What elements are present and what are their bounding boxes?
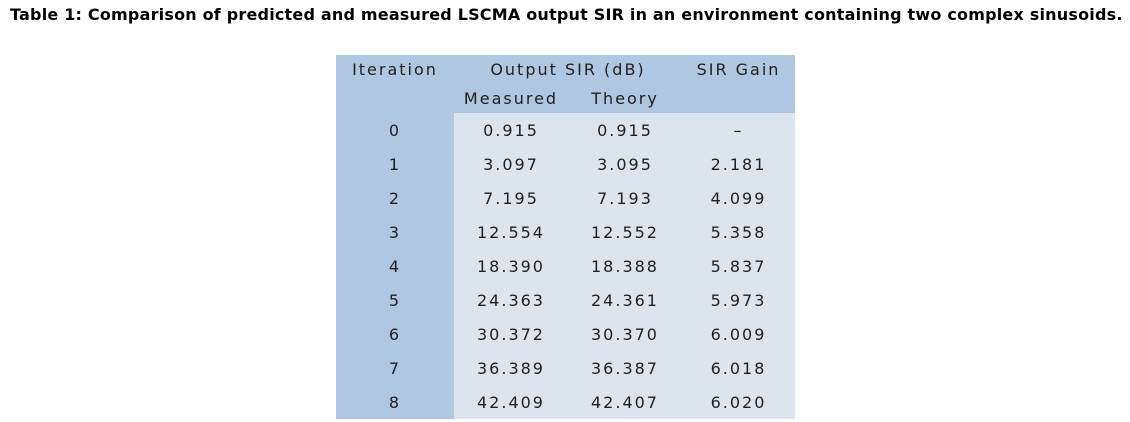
table-caption: Table 1: Comparison of predicted and mea… bbox=[10, 5, 1123, 24]
col-header-output-sir-group: Output SIR (dB) bbox=[490, 60, 646, 79]
table-row: 3 12.554 12.552 5.358 bbox=[336, 215, 795, 249]
sir-gain-cell: 5.973 bbox=[682, 283, 795, 317]
sir-gain-cell: – bbox=[682, 113, 795, 147]
sir-gain-cell: 4.099 bbox=[682, 181, 795, 215]
table-row: 1 3.097 3.095 2.181 bbox=[336, 147, 795, 181]
iteration-cell: 6 bbox=[336, 317, 454, 351]
measured-cell: 24.363 bbox=[454, 283, 568, 317]
table-row: 2 7.195 7.193 4.099 bbox=[336, 181, 795, 215]
iteration-cell: 2 bbox=[336, 181, 454, 215]
theory-cell: 7.193 bbox=[568, 181, 682, 215]
theory-cell: 0.915 bbox=[568, 113, 682, 147]
table-row: 6 30.372 30.370 6.009 bbox=[336, 317, 795, 351]
measured-cell: 3.097 bbox=[454, 147, 568, 181]
sir-gain-cell: 2.181 bbox=[682, 147, 795, 181]
measured-cell: 12.554 bbox=[454, 215, 568, 249]
header-row-main: Iteration Output SIR (dB) SIR Gain bbox=[336, 55, 795, 84]
theory-cell: 30.370 bbox=[568, 317, 682, 351]
table-header: Iteration Output SIR (dB) SIR Gain Measu… bbox=[336, 55, 795, 113]
sir-gain-cell: 5.358 bbox=[682, 215, 795, 249]
header-row-sub: Measured Theory bbox=[336, 84, 795, 113]
col-header-iteration: Iteration bbox=[352, 60, 438, 79]
iteration-cell: 3 bbox=[336, 215, 454, 249]
theory-cell: 24.361 bbox=[568, 283, 682, 317]
theory-cell: 12.552 bbox=[568, 215, 682, 249]
theory-cell: 36.387 bbox=[568, 351, 682, 385]
table-row: 7 36.389 36.387 6.018 bbox=[336, 351, 795, 385]
measured-cell: 42.409 bbox=[454, 385, 568, 419]
iteration-cell: 8 bbox=[336, 385, 454, 419]
theory-cell: 18.388 bbox=[568, 249, 682, 283]
sir-gain-cell: 6.009 bbox=[682, 317, 795, 351]
sir-gain-cell: 6.020 bbox=[682, 385, 795, 419]
measured-cell: 0.915 bbox=[454, 113, 568, 147]
theory-cell: 42.407 bbox=[568, 385, 682, 419]
sir-gain-cell: 5.837 bbox=[682, 249, 795, 283]
iteration-cell: 1 bbox=[336, 147, 454, 181]
table-body: 0 0.915 0.915–1 3.097 3.095 2.181 2 7.195 7.193 4… bbox=[336, 113, 795, 419]
sir-comparison-table: Iteration Output SIR (dB) SIR Gain Measu… bbox=[336, 55, 795, 419]
iteration-cell: 5 bbox=[336, 283, 454, 317]
table-row: 8 42.409 42.407 6.020 bbox=[336, 385, 795, 419]
iteration-cell: 0 bbox=[336, 113, 454, 147]
table-row: 4 18.390 18.388 5.837 bbox=[336, 249, 795, 283]
table-row: 5 24.363 24.361 5.973 bbox=[336, 283, 795, 317]
col-header-theory: Theory bbox=[591, 89, 659, 108]
theory-cell: 3.095 bbox=[568, 147, 682, 181]
measured-cell: 7.195 bbox=[454, 181, 568, 215]
col-header-measured: Measured bbox=[463, 89, 559, 108]
iteration-cell: 4 bbox=[336, 249, 454, 283]
measured-cell: 36.389 bbox=[454, 351, 568, 385]
sir-gain-cell: 6.018 bbox=[682, 351, 795, 385]
col-header-sir-gain: SIR Gain bbox=[696, 60, 781, 79]
iteration-cell: 7 bbox=[336, 351, 454, 385]
table-row: 0 0.915 0.915– bbox=[336, 113, 795, 147]
measured-cell: 18.390 bbox=[454, 249, 568, 283]
measured-cell: 30.372 bbox=[454, 317, 568, 351]
